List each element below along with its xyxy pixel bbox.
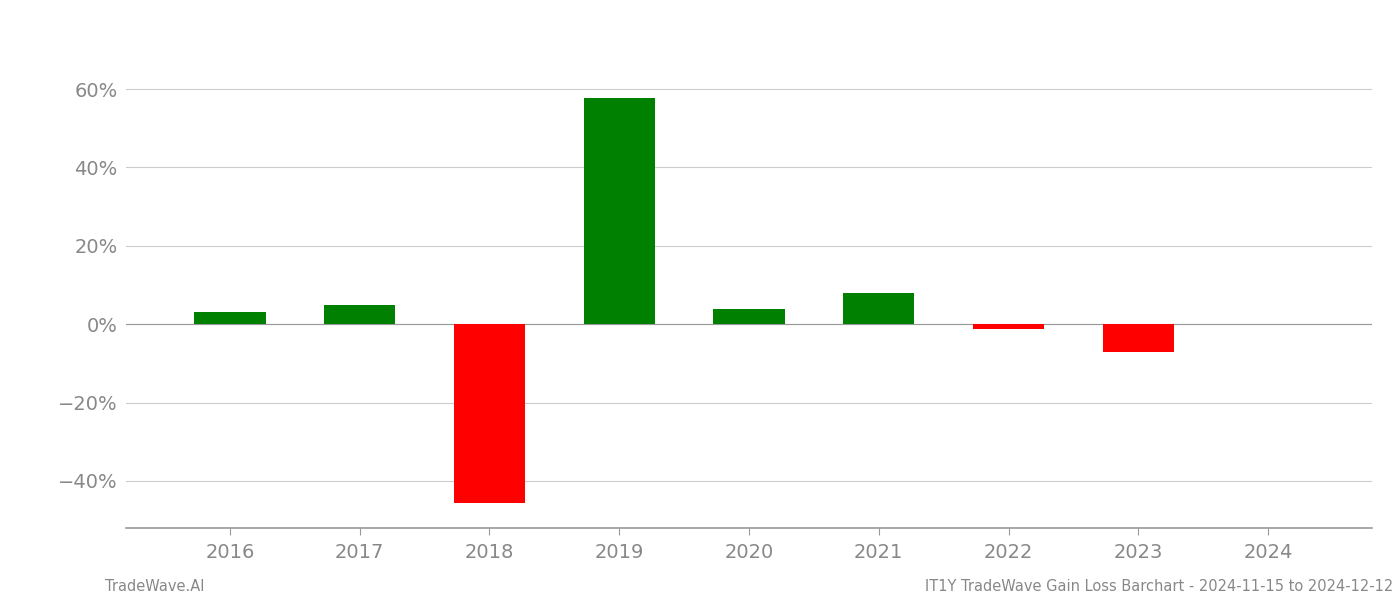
Bar — [584, 98, 655, 324]
Bar — [323, 305, 395, 324]
Bar — [714, 308, 784, 324]
Text: IT1Y TradeWave Gain Loss Barchart - 2024-11-15 to 2024-12-12: IT1Y TradeWave Gain Loss Barchart - 2024… — [925, 579, 1393, 594]
Bar — [973, 324, 1044, 329]
Bar — [843, 293, 914, 324]
Bar — [195, 313, 266, 324]
Bar — [454, 324, 525, 503]
Bar — [1103, 324, 1175, 352]
Text: TradeWave.AI: TradeWave.AI — [105, 579, 204, 594]
